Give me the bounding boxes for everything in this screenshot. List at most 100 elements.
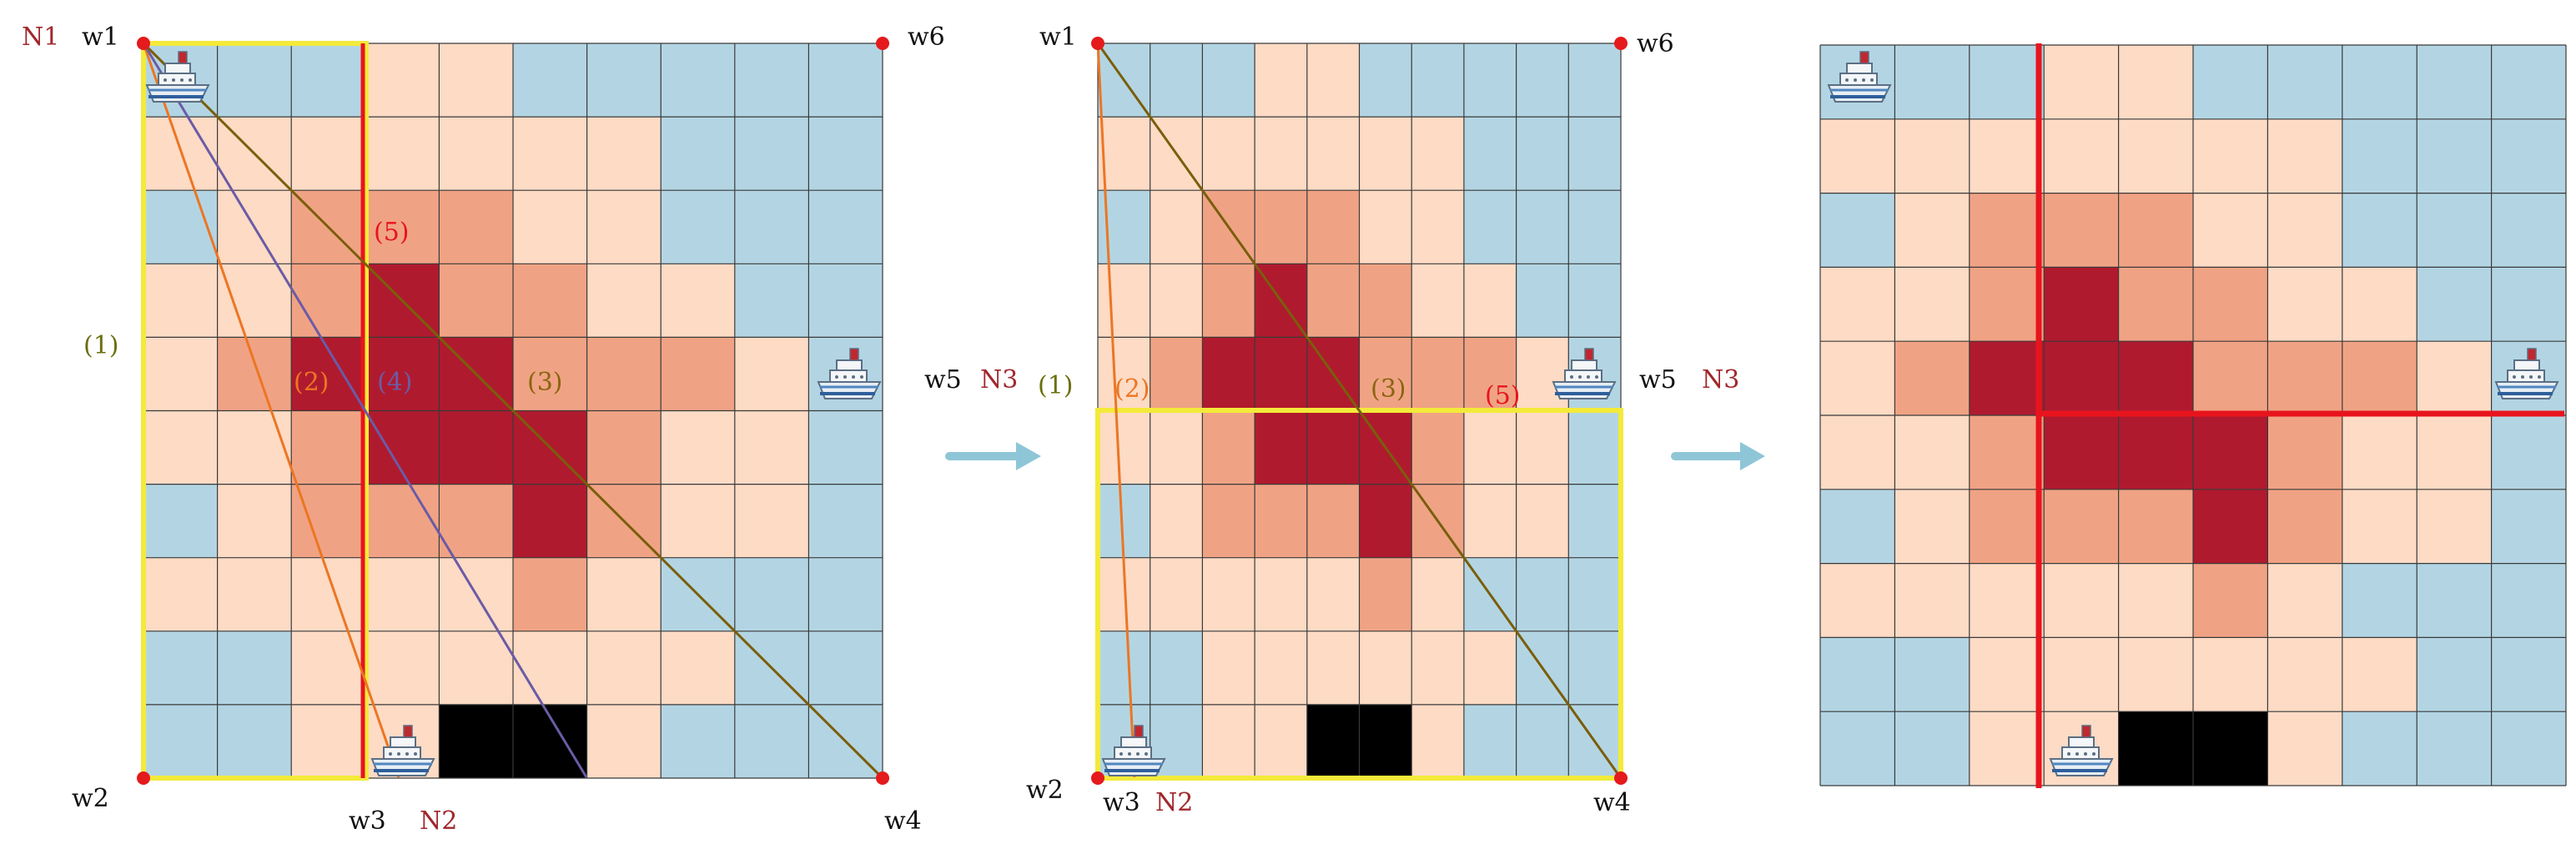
high-cell xyxy=(1255,337,1307,411)
low-cell xyxy=(217,410,292,485)
low-cell xyxy=(513,117,587,191)
waypoint-label: w2 xyxy=(1026,776,1064,805)
low-cell xyxy=(1894,415,1970,490)
water-cell xyxy=(2267,45,2342,119)
low-cell xyxy=(2193,193,2268,268)
water-cell xyxy=(808,410,883,485)
water-cell xyxy=(1516,117,1569,191)
mid-cell xyxy=(1359,337,1412,411)
water-cell xyxy=(1820,711,1895,786)
node-label: N3 xyxy=(980,365,1018,394)
mid-cell xyxy=(2267,415,2342,490)
low-cell xyxy=(1098,117,1150,191)
water-cell xyxy=(586,43,662,118)
low-cell xyxy=(2118,45,2193,119)
low-cell xyxy=(143,557,218,631)
mid-cell xyxy=(365,190,440,264)
water-cell xyxy=(808,190,883,264)
water-cell xyxy=(1516,264,1569,338)
low-cell xyxy=(1202,630,1255,705)
route-line-3 xyxy=(142,42,884,780)
water-cell xyxy=(143,704,218,778)
route-line-2 xyxy=(1096,43,1136,778)
low-cell xyxy=(1098,410,1150,485)
mid-cell xyxy=(1359,557,1412,631)
water-cell xyxy=(1516,557,1569,631)
node-label: N1 xyxy=(22,23,59,52)
low-cell xyxy=(2417,415,2492,490)
low-cell xyxy=(1411,117,1464,191)
high-cell xyxy=(365,337,440,411)
low-cell xyxy=(1306,557,1360,631)
low-cell xyxy=(734,337,809,411)
low-cell xyxy=(365,43,440,118)
node-label: N3 xyxy=(1702,365,1739,394)
waypoint-marker xyxy=(137,771,150,785)
low-cell xyxy=(291,704,365,778)
waypoint-marker xyxy=(876,37,889,50)
water-cell xyxy=(734,43,809,118)
mid-cell xyxy=(2267,489,2342,564)
low-cell xyxy=(586,190,662,264)
route-label-2: (2) xyxy=(294,368,330,397)
mid-cell xyxy=(2118,267,2193,342)
low-cell xyxy=(2118,118,2193,193)
high-cell xyxy=(1359,484,1412,558)
mid-cell xyxy=(1255,484,1307,558)
water-cell xyxy=(1820,637,1895,712)
waypoint-label: w5 xyxy=(1639,365,1677,394)
mid-cell xyxy=(1969,193,2045,268)
high-cell xyxy=(513,484,587,558)
low-cell xyxy=(2267,193,2342,268)
high-cell xyxy=(2044,415,2119,490)
high-cell xyxy=(2118,341,2193,415)
low-cell xyxy=(365,557,440,631)
route-label-3: (3) xyxy=(1371,374,1406,404)
water-cell xyxy=(217,704,292,778)
high-cell xyxy=(2118,415,2193,490)
mid-cell xyxy=(586,410,662,485)
water-cell xyxy=(217,43,292,118)
water-cell xyxy=(1820,489,1895,564)
high-cell xyxy=(1306,410,1360,485)
water-cell xyxy=(2417,118,2492,193)
panel-2: w1 w6 w2 w3 N2 w4 w5 N3 (1) (2) (3) (5) xyxy=(1026,23,1739,817)
mid-cell xyxy=(1306,484,1360,558)
water-cell xyxy=(808,117,883,191)
water-cell xyxy=(2417,45,2492,119)
low-cell xyxy=(1306,117,1360,191)
mid-cell xyxy=(1411,337,1464,411)
waypoint-label: w3 xyxy=(349,806,386,836)
low-cell xyxy=(2193,637,2268,712)
low-cell xyxy=(661,630,735,705)
low-cell xyxy=(1306,630,1360,705)
water-cell xyxy=(1411,43,1464,118)
blocked-cell xyxy=(2118,711,2193,786)
blocked-cell xyxy=(2193,711,2268,786)
low-cell xyxy=(1098,264,1150,338)
low-cell xyxy=(1359,630,1412,705)
mid-cell xyxy=(1202,264,1255,338)
water-cell xyxy=(2491,118,2566,193)
waypoint-label: w4 xyxy=(1593,788,1631,817)
waypoint-marker xyxy=(137,37,150,50)
mid-cell xyxy=(1306,264,1360,338)
water-cell xyxy=(1516,704,1569,778)
water-cell xyxy=(1516,43,1569,118)
mid-cell xyxy=(2193,563,2268,638)
low-cell xyxy=(2044,118,2119,193)
mid-cell xyxy=(1150,337,1203,411)
low-cell xyxy=(2118,563,2193,638)
route-label-1: (1) xyxy=(1038,371,1074,400)
water-cell xyxy=(808,484,883,558)
water-cell xyxy=(143,190,218,264)
waypoint-marker xyxy=(1091,771,1104,785)
low-cell xyxy=(1306,43,1360,118)
low-cell xyxy=(143,337,218,411)
route-line-2 xyxy=(142,43,400,778)
mid-cell xyxy=(586,337,662,411)
high-cell xyxy=(1255,410,1307,485)
water-cell xyxy=(2491,637,2566,712)
low-cell xyxy=(2267,118,2342,193)
